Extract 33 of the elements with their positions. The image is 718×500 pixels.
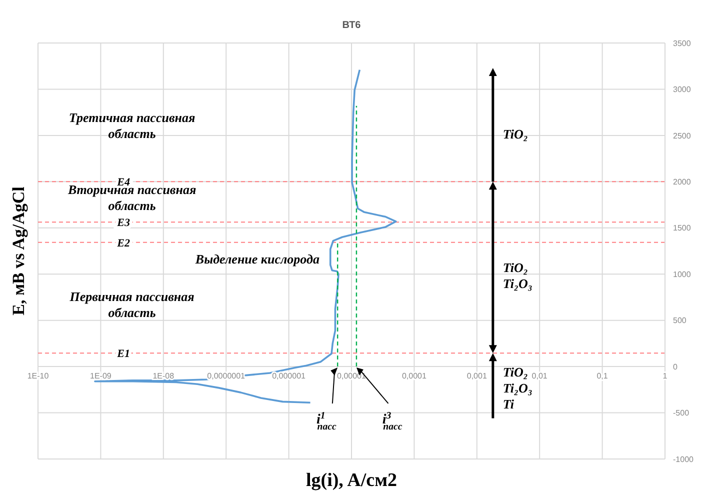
x-tick-label: 0,00001: [337, 372, 367, 381]
x-axis-title: lg(i), A/см2: [306, 470, 398, 491]
x-tick-label: 1E-08: [152, 372, 175, 381]
y-tick-label: 3000: [673, 85, 692, 94]
y-tick-label: -500: [673, 408, 690, 418]
x-tick-label: 1E-10: [27, 372, 50, 381]
x-tick-label: 1: [662, 372, 668, 381]
ref-line-label: E3: [116, 217, 130, 230]
annotation: TiO₂ Ti₂O₃: [502, 260, 532, 291]
x-tick-label: 1E-09: [90, 372, 112, 381]
annotation: TiO₂ Ti₂O₃ Ti: [502, 364, 532, 412]
x-tick-label: 0,000001: [272, 372, 306, 381]
y-tick-label: -1000: [673, 454, 694, 464]
y-tick-label: 0: [673, 362, 678, 372]
y-tick-label: 2000: [673, 178, 692, 187]
annotation: Третичная пассивная область: [68, 110, 196, 142]
y-tick-label: 3500: [673, 38, 692, 48]
y-tick-label: 2500: [673, 131, 692, 140]
y-tick-label: 1000: [673, 270, 692, 279]
x-tick-label: 0,01: [532, 372, 548, 381]
annotation: TiO₂: [502, 126, 528, 142]
annotation: Выделение кислорода: [194, 251, 320, 266]
annotation: Первичная пассивная область: [68, 289, 195, 320]
x-tick-label: 0,0001: [402, 372, 427, 381]
x-tick-label: 0,001: [466, 372, 488, 381]
y-axis-title: E, мВ vs Ag/AgCl: [9, 186, 28, 316]
y-tick-label: 500: [673, 316, 687, 326]
ref-line-label: E2: [116, 237, 130, 250]
chart-title: ВТ6: [342, 20, 362, 31]
ref-line-label: E4: [116, 176, 130, 189]
y-tick-label: 1500: [673, 224, 692, 233]
x-tick-label: 0,1: [596, 372, 608, 381]
ref-line-label: E1: [116, 348, 130, 360]
